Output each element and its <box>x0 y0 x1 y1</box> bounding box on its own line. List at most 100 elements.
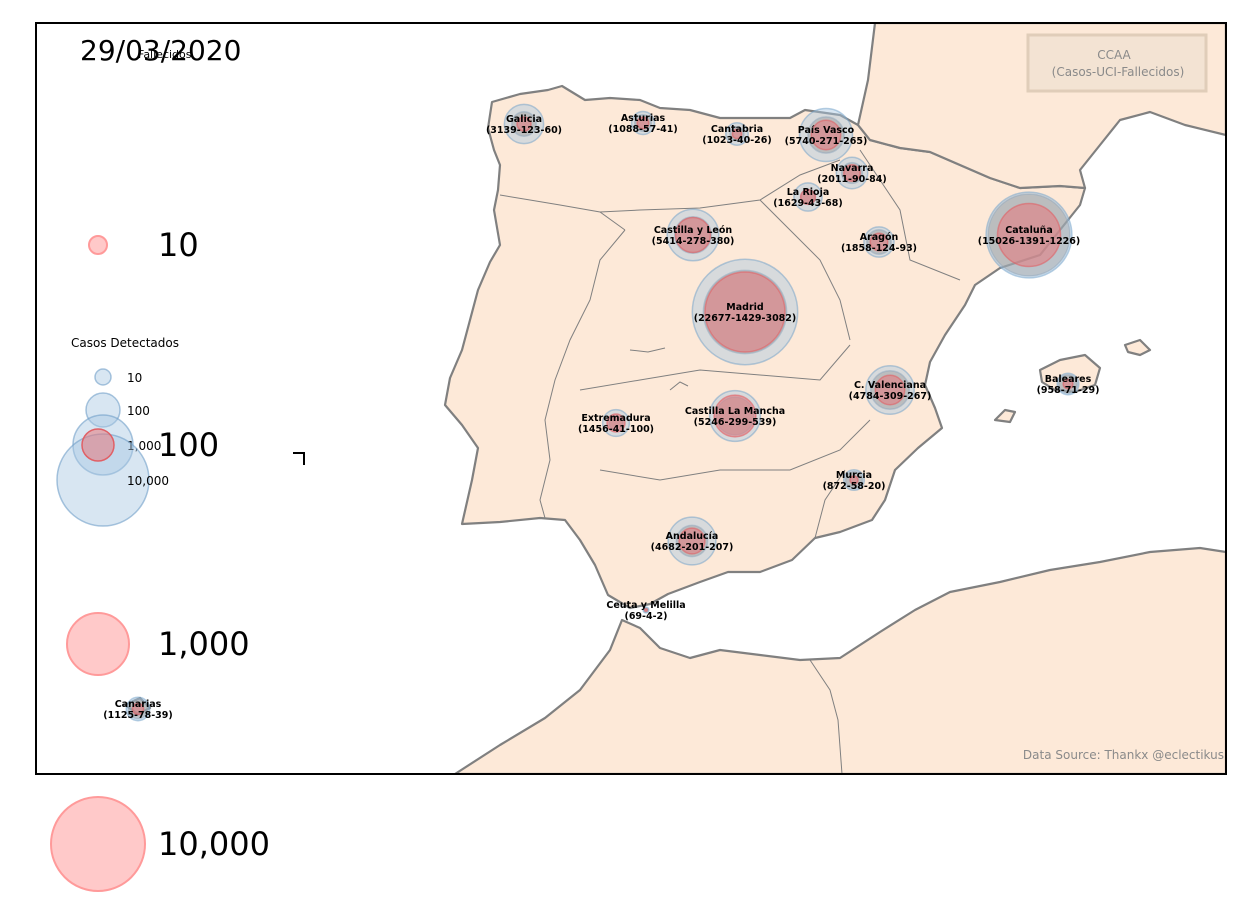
region-bubble: Castilla y León(5414-278-380) <box>652 208 735 262</box>
region-bubble: Madrid(22677-1429-3082) <box>691 258 799 366</box>
cases-legend-circle <box>94 368 112 386</box>
deaths-circle <box>636 116 650 130</box>
region-name: Cataluña <box>1005 225 1053 236</box>
deaths-circle <box>799 188 817 206</box>
region-values: (5246-299-539) <box>694 417 777 428</box>
deaths-circle <box>731 128 743 140</box>
region-bubble: Murcia(872-58-20) <box>823 468 886 492</box>
region-name: Asturias <box>621 113 666 124</box>
region-bubble: Galicia(3139-123-60) <box>486 103 562 145</box>
cases-legend-label: 10,000 <box>127 474 169 488</box>
deaths-circle <box>606 413 626 433</box>
region-bubble: Cataluña(15026-1391-1226) <box>978 191 1081 279</box>
region-bubble: Asturias(1088-57-41) <box>608 110 678 136</box>
deaths-circle <box>516 116 532 132</box>
deaths-circle <box>643 607 649 613</box>
region-bubble: Canarias(1125-78-39) <box>103 696 173 722</box>
region-name: Extremadura <box>581 413 650 424</box>
deaths-circle <box>713 394 757 438</box>
region-values: (4784-309-267) <box>849 391 932 402</box>
deaths-legend-label: 10,000 <box>158 825 270 863</box>
region-name: Canarias <box>115 699 162 710</box>
africa-landmass <box>453 546 1226 774</box>
cases-legend-label: 10 <box>127 371 142 385</box>
region-name: País Vasco <box>798 125 855 136</box>
region-bubble: La Rioja(1629-43-68) <box>773 182 843 212</box>
region-name: Andalucía <box>666 531 719 542</box>
ibiza <box>993 408 1017 424</box>
deaths-circle <box>996 202 1062 268</box>
deaths-circle <box>874 374 906 406</box>
region-name: Baleares <box>1045 374 1092 385</box>
region-bubble: Ceuta y Melilla(69-4-2) <box>606 600 685 622</box>
deaths-legend-circle <box>66 612 130 676</box>
cases-legend: Casos Detectados 10 100 1,000 10,000 <box>56 336 179 527</box>
region-bubble: Cantabria(1023-40-26) <box>702 122 772 146</box>
deaths-circle <box>678 527 706 555</box>
deaths-legend-title: Fallecidos <box>138 48 192 61</box>
region-name: Murcia <box>836 470 872 481</box>
region-bubble: Extremadura(1456-41-100) <box>578 408 654 438</box>
cases-legend-title: Casos Detectados <box>71 336 179 350</box>
corner-mark <box>293 452 305 465</box>
region-bubble: Navarra(2011-90-84) <box>817 156 887 190</box>
deaths-circle <box>674 216 712 254</box>
ccaa-box-title: CCAA <box>1097 48 1131 62</box>
region-name: Castilla y León <box>654 225 733 236</box>
deaths-legend-circle <box>50 796 146 892</box>
deaths-circle <box>131 702 145 716</box>
ccaa-box-frame <box>1026 33 1208 93</box>
region-bubble: Castilla La Mancha(5246-299-539) <box>685 389 785 443</box>
region-bubble: Andalucía(4682-201-207) <box>651 516 734 566</box>
deaths-legend-label: 10 <box>158 226 199 264</box>
region-name: C. Valenciana <box>854 380 926 391</box>
region-bubbles: Galicia(3139-123-60) Asturias(1088-57-41)… <box>103 103 1099 722</box>
data-source-text: Data Source: Thankx @eclectikus <box>1023 748 1224 762</box>
region-values: (69-4-2) <box>624 611 667 622</box>
region-values: (15026-1391-1226) <box>978 236 1081 247</box>
deaths-circle <box>1062 378 1074 390</box>
region-name: Aragón <box>860 232 899 243</box>
region-values: (5740-271-265) <box>785 136 868 147</box>
internal-borders <box>499 149 961 774</box>
deaths-circle <box>869 232 889 252</box>
deaths-legend-circle <box>88 235 108 255</box>
region-bubble: C. Valenciana(4784-309-267) <box>849 365 932 415</box>
deaths-legend-label: 100 <box>158 426 219 464</box>
region-name: Galicia <box>506 114 542 125</box>
deaths-legend-label: 1,000 <box>158 625 250 663</box>
region-values: (5414-278-380) <box>652 236 735 247</box>
region-values: (1088-57-41) <box>608 124 677 135</box>
region-name: Madrid <box>726 302 763 313</box>
cases-legend-label: 100 <box>127 404 150 418</box>
region-name: Castilla La Mancha <box>685 406 785 417</box>
cases-legend-label: 1,000 <box>127 439 161 453</box>
region-values: (4682-201-207) <box>651 542 734 553</box>
region-name: Navarra <box>831 163 874 174</box>
menorca <box>1123 338 1152 357</box>
cases-legend-overlap-circle <box>81 428 115 462</box>
deaths-circle <box>704 271 786 353</box>
region-values: (1629-43-68) <box>773 198 842 209</box>
region-bubble: País Vasco(5740-271-265) <box>785 107 868 163</box>
deaths-circle <box>849 475 859 485</box>
ccaa-legend-box: CCAA (Casos-UCI-Fallecidos) <box>1026 33 1208 93</box>
date-label: 29/03/2020 <box>80 34 241 67</box>
region-bubble: Aragón(1858-124-93) <box>841 226 917 258</box>
region-values: (22677-1429-3082) <box>694 313 797 324</box>
region-name: La Rioja <box>787 187 830 198</box>
region-bubble: Baleares(958-71-29) <box>1037 372 1099 396</box>
region-values: (1456-41-100) <box>578 424 654 435</box>
ccaa-box-subtitle: (Casos-UCI-Fallecidos) <box>1052 65 1185 79</box>
region-values: (3139-123-60) <box>486 125 562 136</box>
region-name: Cantabria <box>711 124 763 135</box>
region-name: Ceuta y Melilla <box>606 600 685 611</box>
region-values: (1125-78-39) <box>103 710 172 721</box>
region-values: (1023-40-26) <box>702 135 771 146</box>
deaths-circle <box>843 164 861 182</box>
cases-legend-circle <box>85 392 121 428</box>
region-values: (872-58-20) <box>823 481 886 492</box>
map-frame <box>35 22 1227 775</box>
